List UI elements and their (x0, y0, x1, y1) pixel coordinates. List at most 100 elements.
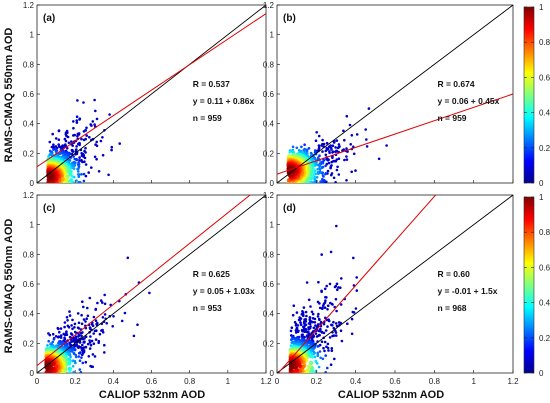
scatter-point (132, 334, 136, 338)
scatter-point (110, 145, 114, 149)
y-tick-label: 0.8 (263, 60, 275, 69)
scatter-panel-b: 0 0.2 0.4 0.6 0.8 1 1.2 (b) R = 0.674 y = 0.06 + … (263, 1, 514, 188)
x-tick-label: 0.6 (389, 377, 401, 386)
scatter-point (320, 166, 324, 169)
scatter-point (72, 370, 75, 373)
scatter-point (291, 145, 295, 149)
scatter-point (63, 325, 66, 329)
scatter-point (77, 351, 81, 355)
scatter-point (108, 113, 111, 116)
scatter-point (110, 148, 113, 152)
scatter-point (354, 307, 358, 310)
stats-text: y = 0.05 + 1.03x (193, 286, 255, 296)
y-tick-label: 1.2 (23, 1, 35, 10)
scatter-point (80, 154, 84, 157)
scatter-point (84, 335, 88, 339)
colorbar-tick-label: 1 (539, 193, 544, 202)
scatter-point (314, 139, 318, 142)
scatter-point (59, 327, 63, 330)
scatter-point (308, 316, 312, 320)
scatter-point (101, 153, 105, 157)
reference-lines (37, 5, 266, 183)
scatter-point (320, 144, 323, 147)
scatter-point (81, 343, 84, 347)
scatter-point (80, 313, 83, 317)
scatter-point (352, 152, 356, 156)
scatter-point (314, 172, 318, 176)
scatter-point (331, 156, 334, 159)
y-tick-label: 1 (270, 221, 275, 230)
scatter-point (304, 310, 308, 314)
scatter-point (88, 296, 92, 300)
scatter-point (289, 329, 293, 333)
scatter-point (324, 153, 328, 157)
scatter-point (307, 298, 311, 302)
scatter-point (328, 282, 332, 286)
stats-text: y = 0.11 + 0.86x (193, 96, 255, 106)
scatter-point (80, 356, 83, 359)
y-tick-label: 0.8 (263, 250, 275, 259)
scatter-point (350, 134, 354, 137)
scatter-point (325, 141, 329, 145)
scatter-point (94, 338, 98, 341)
scatter-point (299, 321, 302, 324)
scatter-point (336, 165, 339, 169)
scatter-point (323, 349, 326, 353)
scatter-point (99, 299, 103, 302)
scatter-point (68, 335, 72, 339)
scatter-point (301, 329, 304, 333)
y-tick-label: 0.8 (23, 250, 35, 259)
fit-line (277, 195, 437, 373)
scatter-point (296, 324, 300, 327)
scatter-point (101, 136, 104, 139)
scatter-point (352, 145, 355, 149)
scatter-point (346, 322, 349, 326)
scatter-point (337, 286, 340, 289)
scatter-point (67, 141, 71, 145)
scatter-point (66, 135, 70, 139)
scatter-point (385, 144, 388, 147)
scatter-point (77, 321, 81, 325)
scatter-point (345, 179, 348, 182)
scatter-point (71, 144, 74, 147)
scatter-point (324, 149, 328, 153)
scatter-point (295, 311, 299, 314)
scatter-point (59, 336, 63, 339)
scatter-point (71, 318, 74, 322)
scatter-point (321, 307, 324, 311)
x-tick-label: 0.6 (146, 377, 158, 386)
scatter-point (77, 327, 81, 330)
scatter-point (56, 336, 60, 339)
x-tick-label: 1 (226, 377, 231, 386)
scatter-point (307, 364, 312, 369)
scatter-point (82, 179, 86, 183)
scatter-point (51, 132, 54, 136)
scatter-point (326, 304, 330, 308)
y-axis-label-top: RAMS-CMAQ 550nm AOD (3, 28, 15, 163)
y-tick-label: 1.2 (23, 191, 35, 200)
one-to-one-line (37, 195, 266, 373)
scatter-point (50, 153, 53, 157)
scatter-point (95, 140, 98, 144)
scatter-point (317, 144, 321, 147)
scatter-point (85, 317, 88, 321)
scatter-point (63, 333, 67, 337)
one-to-one-line (277, 5, 513, 183)
scatter-point (94, 319, 98, 323)
scatter-point (80, 137, 83, 141)
colorbar-tick-label: 0.2 (539, 334, 550, 343)
scatter-point (324, 329, 328, 332)
scatter-point (80, 322, 84, 326)
scatter-point (315, 176, 319, 179)
scatter-point (77, 181, 80, 183)
scatter-point (126, 256, 130, 260)
y-tick-label: 1.2 (263, 191, 275, 200)
scatter-point (309, 305, 312, 308)
scatter-point (51, 340, 55, 344)
scatter-point (334, 322, 338, 325)
scatter-point (334, 146, 337, 149)
scatter-point (314, 360, 318, 363)
scatter-point (350, 170, 354, 174)
scatter-point (327, 161, 331, 165)
scatter-point (307, 147, 311, 150)
